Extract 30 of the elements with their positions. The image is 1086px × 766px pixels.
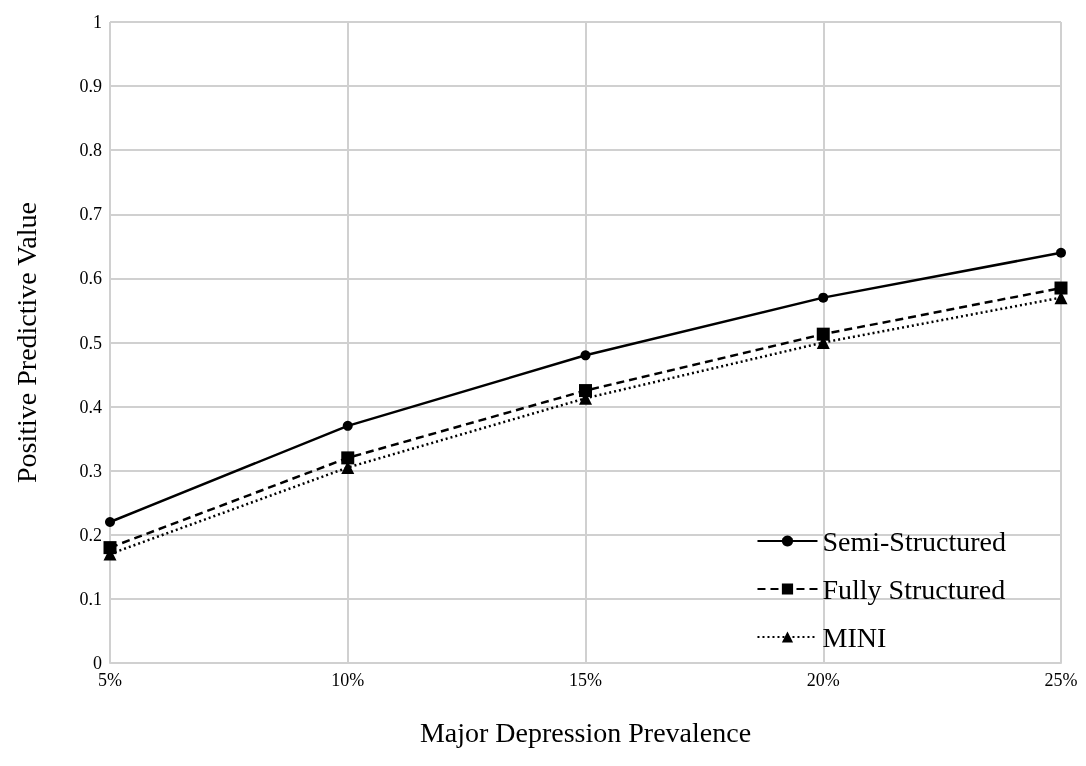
point [342,420,353,431]
x-tick-label: 15% [569,670,602,690]
x-tick-label: 25% [1044,670,1078,690]
y-tick-label: 0.5 [79,332,102,353]
y-tick-label: 0.2 [79,524,102,545]
y-tick-label: 0.6 [79,268,102,289]
legend-label: MINI [822,621,887,653]
y-tick-label: 0.4 [79,396,102,417]
x-tick-label: 20% [806,670,840,690]
point [818,292,829,303]
x-tick-label: 5% [98,670,122,690]
y-tick-label: 0.7 [79,204,102,225]
point [816,327,830,341]
y-tick-label: 0.3 [79,460,102,481]
point [1056,247,1066,258]
y-axis-title: Positive Predictive Value [10,202,42,483]
point [580,350,591,361]
y-tick-label: 0 [93,653,102,673]
point [579,384,592,398]
y-tick-label: 0.8 [79,140,102,161]
legend-label: Semi-Structured [822,525,1007,557]
y-tick-label: 1 [93,12,102,32]
x-axis-title: Major Depression Prevalence [419,716,752,748]
point [1054,281,1068,295]
x-tick-label: 10% [331,670,365,690]
y-tick-label: 0.9 [79,76,102,97]
point [341,451,355,465]
y-tick-label: 0.1 [79,588,102,609]
legend-label: Fully Structured [822,573,1006,605]
point [105,516,115,527]
